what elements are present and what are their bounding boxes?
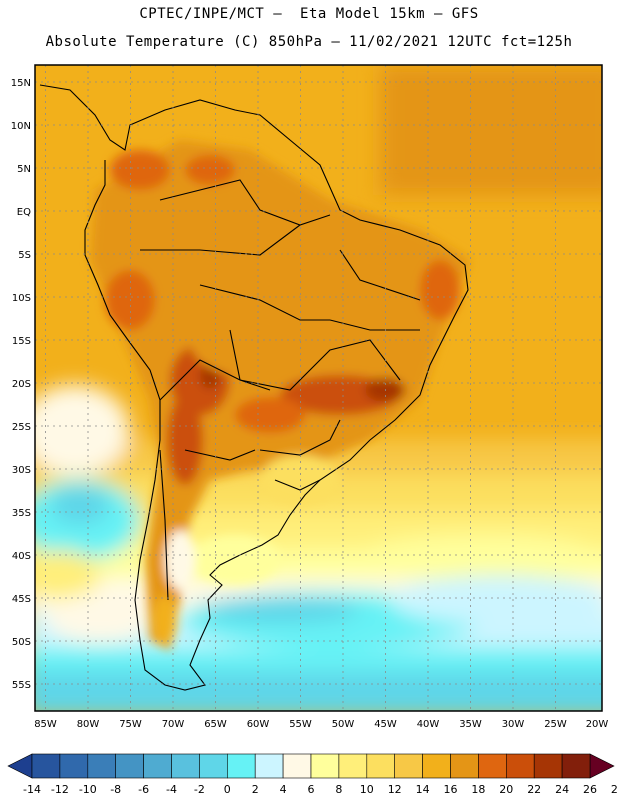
colorbar-label: 20 [499, 783, 513, 796]
colorbar-label: 18 [471, 783, 485, 796]
colorbar-label: 26 [583, 783, 597, 796]
lon-label: 35W [459, 719, 482, 730]
colorbar-swatch [561, 753, 591, 779]
lat-label: EQ [17, 207, 31, 218]
map-frame [34, 64, 603, 712]
lon-label: 65W [204, 719, 227, 730]
lat-label: 40S [12, 551, 31, 562]
colorbar-swatch [478, 753, 507, 779]
colorbar-swatch [254, 753, 284, 779]
colorbar-label: 8 [335, 783, 342, 796]
latitude-labels: 15N 10N 5N EQ 5S 10S 15S 20S 25S 30S 35S… [11, 78, 31, 691]
colorbar-label: 16 [444, 783, 458, 796]
lat-label: 25S [12, 422, 31, 433]
lat-label: 50S [12, 637, 31, 648]
lon-label: 60W [247, 719, 270, 730]
colorbar-swatch [199, 753, 228, 779]
lat-label: 30S [12, 465, 31, 476]
colorbar-swatch [143, 753, 172, 779]
colorbar-swatch [310, 753, 340, 779]
colorbar-swatch [87, 753, 117, 779]
colorbar-label: -14 [23, 783, 41, 796]
lon-label: 25W [544, 719, 567, 730]
lat-label: 5N [17, 164, 31, 175]
colorbar-label: 14 [416, 783, 430, 796]
lat-label: 10S [12, 293, 31, 304]
colorbar-swatch [505, 753, 535, 779]
colorbar-label: -4 [166, 783, 177, 796]
colorbar-swatch [338, 753, 368, 779]
colorbar-label: -6 [138, 783, 149, 796]
colorbar: -14 -12 -10 -8 -6 -4 -2 0 2 4 6 8 10 12 14 16 18 20 22 24 26… [7, 753, 618, 796]
graticule [35, 65, 602, 711]
map-title-line1: CPTEC/INPE/MCT — Eta Model 15km — GFS [139, 6, 479, 22]
colorbar-swatch [450, 753, 479, 779]
lon-label: 20W [586, 719, 609, 730]
colorbar-swatch [31, 753, 61, 779]
lon-label: 80W [77, 719, 100, 730]
colorbar-swatch [115, 753, 144, 779]
colorbar-swatch [227, 753, 256, 779]
colorbar-swatch [394, 753, 423, 779]
colorbar-label: -2 [194, 783, 205, 796]
lat-label: 15S [12, 336, 31, 347]
lon-label: 85W [34, 719, 57, 730]
lat-label: 55S [12, 680, 31, 691]
colorbar-label: 10 [360, 783, 374, 796]
colorbar-label: 22 [527, 783, 541, 796]
lat-label: 5S [18, 250, 31, 261]
colorbar-label: 2 [252, 783, 259, 796]
colorbar-swatch [59, 753, 89, 779]
colorbar-swatch [171, 753, 200, 779]
colorbar-label: -10 [79, 783, 97, 796]
colorbar-label: -12 [51, 783, 69, 796]
colorbar-label: 6 [308, 783, 315, 796]
longitude-labels: 85W 80W 75W 70W 65W 60W 55W 50W 45W 40W … [34, 719, 608, 730]
lat-label: 35S [12, 508, 31, 519]
colorbar-label: 0 [224, 783, 231, 796]
colorbar-label: -8 [110, 783, 121, 796]
lat-label: 20S [12, 379, 31, 390]
colorbar-swatch [366, 753, 395, 779]
lon-label: 75W [119, 719, 142, 730]
colorbar-label: 4 [280, 783, 287, 796]
colorbar-swatch [422, 753, 451, 779]
lon-label: 30W [502, 719, 525, 730]
colorbar-swatch [282, 753, 312, 779]
colorbar-high-arrow [589, 753, 615, 779]
lat-label: 10N [11, 121, 31, 132]
map-title-line2: Absolute Temperature (C) 850hPa — 11/02/… [45, 34, 573, 50]
temperature-field [35, 65, 602, 711]
lat-label: 15N [11, 78, 31, 89]
lon-label: 55W [289, 719, 312, 730]
lon-label: 40W [417, 719, 440, 730]
lon-label: 70W [162, 719, 185, 730]
coastlines [39, 84, 469, 691]
colorbar-low-arrow [7, 753, 33, 779]
lon-label: 50W [332, 719, 355, 730]
colorbar-label: 24 [555, 783, 569, 796]
colorbar-swatch [533, 753, 563, 779]
lon-label: 45W [374, 719, 397, 730]
colorbar-label: 28 [611, 783, 618, 796]
lat-label: 45S [12, 594, 31, 605]
colorbar-label: 12 [388, 783, 402, 796]
